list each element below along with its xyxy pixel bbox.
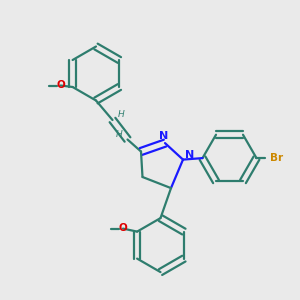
Text: N: N (185, 150, 194, 160)
Text: O: O (118, 223, 127, 233)
Text: N: N (159, 131, 168, 142)
Text: H: H (116, 130, 122, 139)
Text: O: O (56, 80, 65, 90)
Text: H: H (118, 110, 124, 119)
Text: Br: Br (270, 153, 283, 163)
